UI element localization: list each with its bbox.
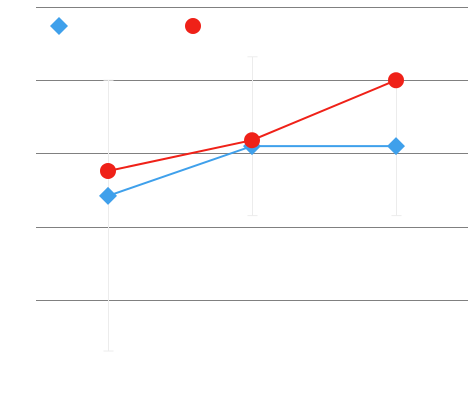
series-0-point-0 [99,186,117,205]
series-0-point-2 [387,137,405,156]
legend-marker-0 [50,17,68,35]
legend [50,17,201,35]
series-1-point-1 [244,132,260,149]
series-1-point-0 [100,162,116,179]
error-bars [103,56,402,352]
legend-marker-1 [185,18,201,34]
series-markers [99,72,405,205]
series-1-point-2 [388,72,404,89]
